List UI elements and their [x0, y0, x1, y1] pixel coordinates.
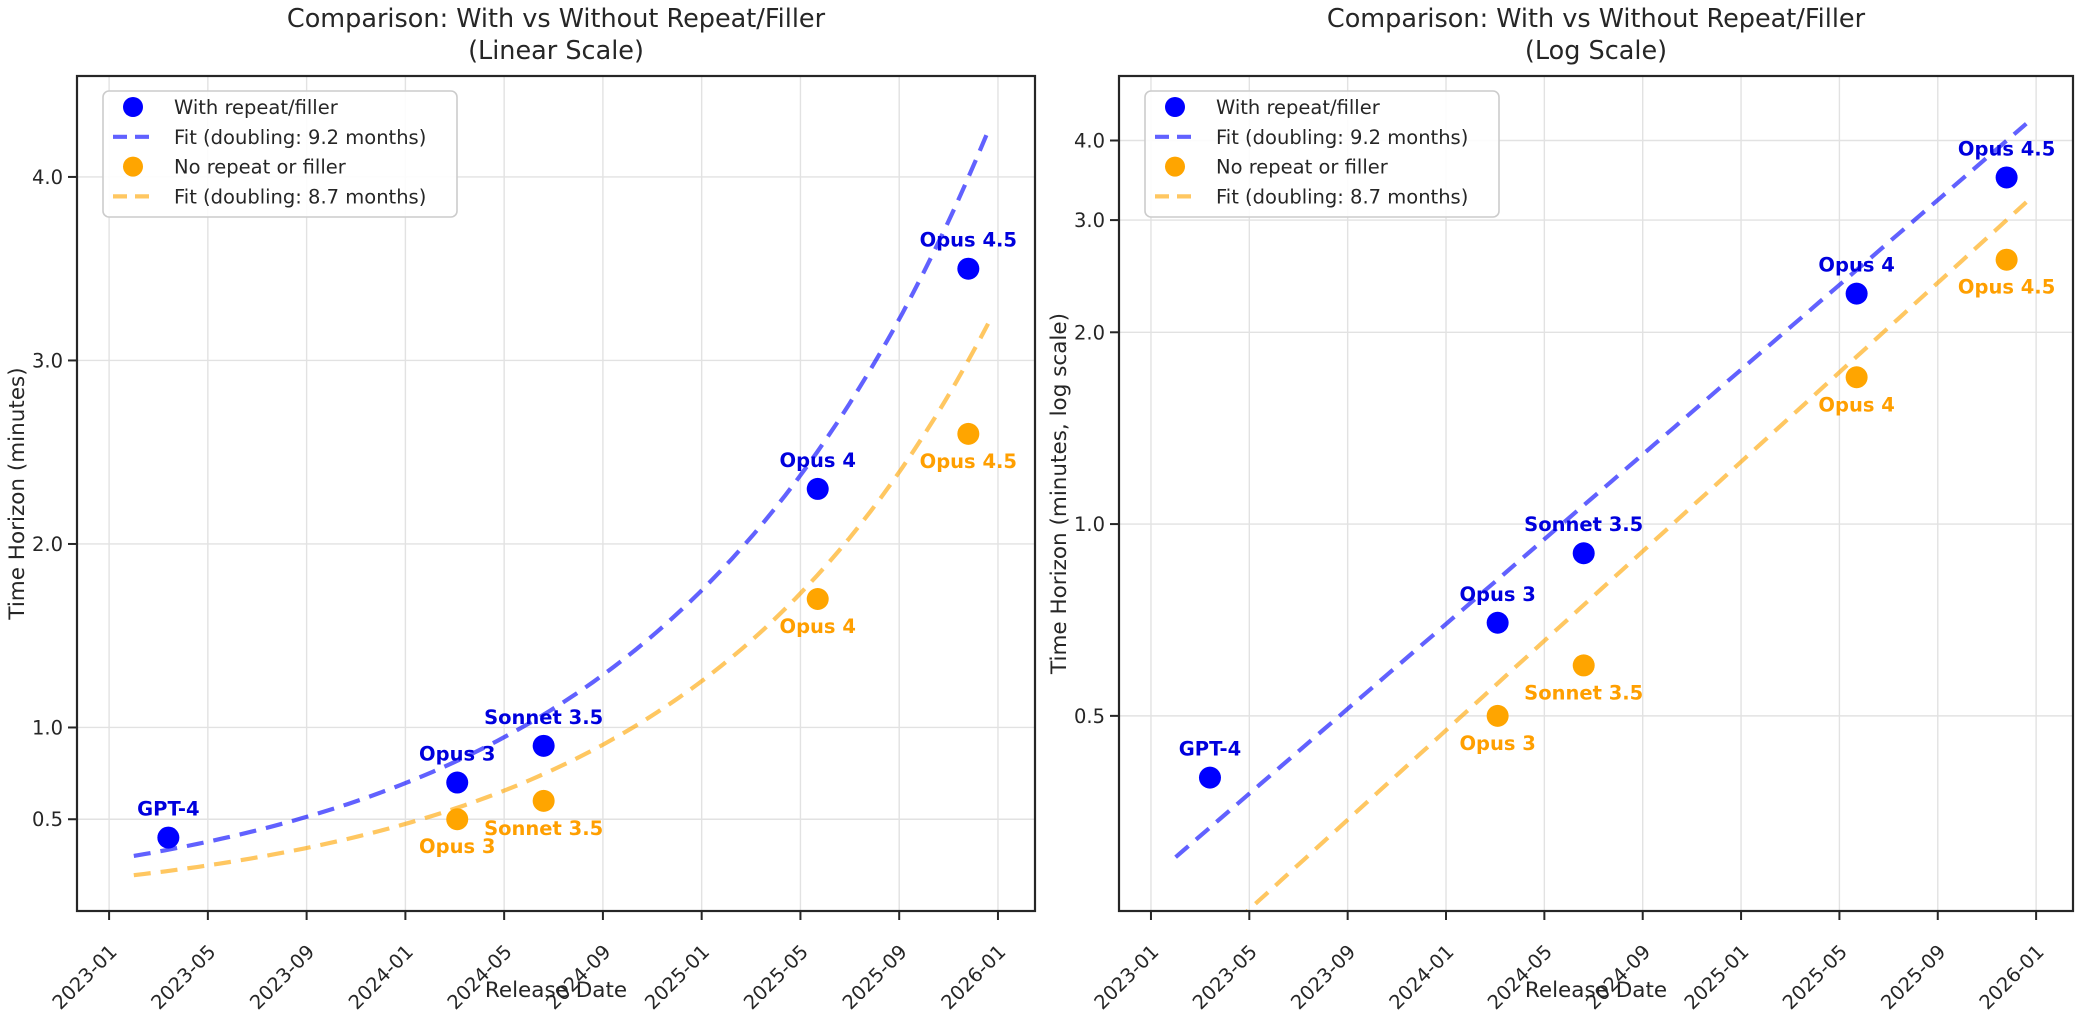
point-label-orange: Opus 4: [1818, 393, 1894, 416]
point-label-blue: GPT-4: [1179, 738, 1241, 761]
fit-line-blue: [133, 130, 991, 858]
legend-label: No repeat or filler: [174, 156, 347, 179]
series-blue: GPT-4 Opus 3 Sonnet 3.5 Opus 4 Opus 4.5: [1179, 137, 2055, 789]
legend-label: With repeat/filler: [174, 96, 339, 119]
data-point-gpt-4: [1198, 766, 1221, 789]
data-point-opus-4: [806, 588, 829, 611]
point-label-blue: Opus 4.5: [920, 229, 1017, 252]
panel-title: Comparison: With vs Without Repeat/Fille…: [287, 4, 826, 34]
y-tick-label: 3.0: [1074, 209, 1105, 232]
legend-box: [102, 90, 458, 218]
axes-spines: [75, 74, 1037, 913]
data-point-opus-4.5: [1995, 248, 2018, 271]
point-label-blue: Sonnet 3.5: [1524, 513, 1643, 536]
data-point-opus-3: [446, 808, 469, 831]
point-label-orange: Opus 3: [1459, 732, 1535, 755]
legend-label: Fit (doubling: 9.2 months): [1216, 126, 1468, 149]
data-point-opus-4: [1845, 366, 1868, 389]
fit-lines: [133, 130, 991, 878]
fit-line-orange: [1244, 200, 2028, 911]
y-tick-label: 1.0: [32, 716, 63, 739]
y-axis-label: Time Horizon (minutes, log scale): [1047, 313, 1072, 675]
series-orange: Opus 3 Sonnet 3.5 Opus 4 Opus 4.5: [1459, 248, 2055, 755]
data-point-opus-4.5: [957, 257, 980, 280]
gridlines: [77, 76, 1035, 911]
x-axis-label: Release Date: [485, 978, 627, 1003]
legend: With repeat/filler Fit (doubling: 9.2 mon…: [102, 90, 458, 218]
y-tick-label: 4.0: [32, 166, 63, 189]
fit-lines: [1174, 122, 2028, 911]
data-point-sonnet-3.5: [1572, 542, 1595, 565]
y-tick-label: 0.5: [1074, 705, 1105, 728]
y-axis-label: Time Horizon (minutes): [5, 367, 30, 620]
data-point-opus-3: [1486, 704, 1509, 727]
y-tick-label: 1.0: [1074, 513, 1105, 536]
data-point-opus-3: [1486, 611, 1509, 634]
fit-line-orange: [133, 322, 990, 878]
legend-marker-blue: [123, 97, 143, 117]
point-label-blue: Sonnet 3.5: [484, 706, 603, 729]
point-label-orange: Opus 4.5: [920, 450, 1017, 473]
point-label-orange: Sonnet 3.5: [1524, 681, 1643, 704]
data-point-sonnet-3.5: [1572, 654, 1595, 677]
legend-marker-blue: [1165, 97, 1185, 117]
legend-label: Fit (doubling: 9.2 months): [174, 126, 426, 149]
axes-spines: [1117, 74, 2075, 913]
point-label-orange: Opus 4.5: [1958, 276, 2055, 299]
point-label-blue: Opus 4: [780, 449, 856, 472]
legend-label: Fit (doubling: 8.7 months): [1216, 185, 1468, 208]
point-label-blue: GPT-4: [137, 798, 199, 821]
gridlines: [1119, 76, 2073, 911]
y-tick-label: 2.0: [1074, 321, 1105, 344]
legend-marker-orange: [123, 156, 143, 177]
y-tick-label: 0.5: [32, 808, 63, 831]
y-tick-label: 3.0: [32, 349, 63, 372]
x-axis-label: Release Date: [1525, 978, 1667, 1003]
data-point-opus-3: [446, 771, 469, 794]
data-point-opus-4: [806, 477, 829, 500]
data-point-opus-4.5: [957, 422, 980, 445]
data-point-opus-4.5: [1995, 166, 2018, 189]
point-label-orange: Opus 3: [419, 835, 495, 858]
data-point-sonnet-3.5: [532, 789, 555, 812]
data-point-gpt-4: [157, 826, 180, 849]
legend: With repeat/filler Fit (doubling: 9.2 mon…: [1144, 90, 1500, 218]
point-label-blue: Opus 4: [1818, 254, 1894, 277]
legend-label: With repeat/filler: [1216, 96, 1381, 119]
panel-subtitle: (Linear Scale): [468, 36, 644, 66]
legend-label: Fit (doubling: 8.7 months): [174, 185, 426, 208]
point-label-blue: Opus 4.5: [1958, 137, 2055, 160]
legend-box: [1144, 90, 1500, 218]
y-tick-label: 4.0: [1074, 129, 1105, 152]
data-point-sonnet-3.5: [532, 734, 555, 757]
series-blue: GPT-4 Opus 3 Sonnet 3.5 Opus 4 Opus 4.5: [137, 229, 1017, 849]
panel-title: Comparison: With vs Without Repeat/Fille…: [1327, 4, 1866, 34]
y-tick-label: 2.0: [32, 533, 63, 556]
point-label-orange: Sonnet 3.5: [484, 817, 603, 840]
point-label-blue: Opus 3: [419, 743, 495, 766]
point-label-blue: Opus 3: [1459, 583, 1535, 606]
legend-label: No repeat or filler: [1216, 156, 1389, 179]
legend-marker-orange: [1165, 156, 1185, 177]
point-label-orange: Opus 4: [780, 615, 856, 638]
data-point-opus-4: [1845, 282, 1868, 305]
panel-subtitle: (Log Scale): [1525, 36, 1667, 66]
